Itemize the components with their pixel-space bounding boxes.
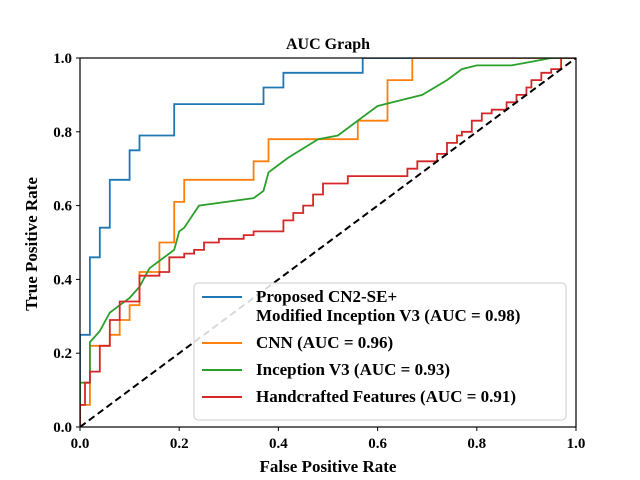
x-tick-label: 0.8 <box>467 436 486 452</box>
legend: Proposed CN2-SE+ Modified Inception V3 (A… <box>193 282 567 421</box>
y-tick-label: 1.0 <box>53 51 72 67</box>
legend-label-2: CNN (AUC = 0.96) <box>256 333 393 352</box>
legend-label-3: Inception V3 (AUC = 0.93) <box>256 360 450 379</box>
y-axis-label: True Positive Rate <box>22 177 41 311</box>
plot-frame <box>79 57 577 428</box>
series-line-3 <box>80 58 576 427</box>
y-tick-label: 0.6 <box>53 199 72 215</box>
axes <box>79 57 577 428</box>
x-axis-label: False Positive Rate <box>260 457 397 476</box>
series-line-4 <box>80 58 576 427</box>
y-tick-label: 0.0 <box>53 420 72 436</box>
legend-box <box>193 282 567 421</box>
legend-label-4: Handcrafted Features (AUC = 0.91) <box>256 387 516 406</box>
x-tick-label: 0.4 <box>269 436 288 452</box>
series-line-1 <box>80 58 576 427</box>
x-tick-label: 0.2 <box>170 436 189 452</box>
legend-label-1: Proposed CN2-SE+ Modified Inception V3 (A… <box>256 287 520 325</box>
y-tick-label: 0.8 <box>53 125 72 141</box>
chart-title: AUC Graph <box>286 36 370 53</box>
ticks: 0.0 0.2 0.4 0.6 0.8 1.0 0.0 0.2 0.4 0.6 0.8 1.0 <box>53 51 585 452</box>
x-tick-label: 0.0 <box>71 436 90 452</box>
plot-lines <box>80 58 576 427</box>
y-tick-label: 0.2 <box>53 346 72 362</box>
y-tick-label: 0.4 <box>53 272 72 288</box>
x-tick-label: 0.6 <box>368 436 387 452</box>
reference-diagonal <box>80 58 576 427</box>
x-tick-label: 1.0 <box>567 436 586 452</box>
